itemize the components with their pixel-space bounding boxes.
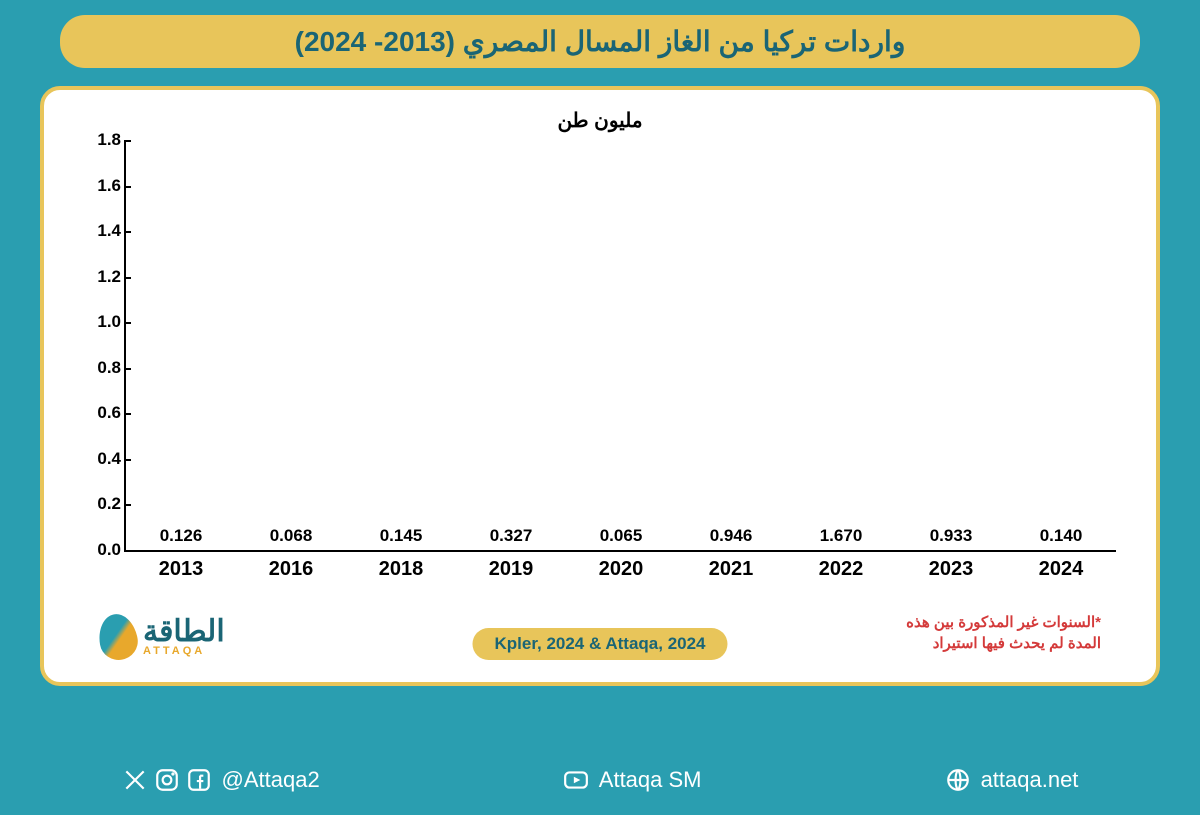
chart-footnote: *السنوات غير المذكورة بين هذه المدة لم ي… bbox=[871, 612, 1101, 654]
social-handle: @Attaqa2 bbox=[222, 767, 320, 793]
y-axis-unit: مليون طن bbox=[557, 108, 642, 133]
y-tick: 0.6 bbox=[71, 403, 121, 423]
y-tick: 1.8 bbox=[71, 130, 121, 150]
x-tick: 2019 bbox=[489, 558, 534, 581]
y-tick: 1.4 bbox=[71, 221, 121, 241]
bar-value-label: 0.126 bbox=[160, 526, 203, 546]
x-tick: 2024 bbox=[1039, 558, 1084, 581]
x-tick: 2023 bbox=[929, 558, 974, 581]
bar-value-label: 0.327 bbox=[490, 526, 533, 546]
chart-plot-area: 0.00.20.40.60.81.01.21.41.61.80.12620130… bbox=[124, 140, 1116, 552]
page-title: واردات تركيا من الغاز المسال المصري (201… bbox=[295, 26, 906, 57]
footer-youtube: Attaqa SM bbox=[563, 767, 702, 793]
y-tick: 1.6 bbox=[71, 176, 121, 196]
facebook-icon bbox=[186, 767, 212, 793]
y-tick: 0.8 bbox=[71, 358, 121, 378]
instagram-icon bbox=[154, 767, 180, 793]
y-tick: 1.0 bbox=[71, 312, 121, 332]
footer-website: attaqa.net bbox=[945, 767, 1079, 793]
y-tick: 0.0 bbox=[71, 540, 121, 560]
youtube-label: Attaqa SM bbox=[599, 767, 702, 793]
brand-logo: الطاقة ATTAQA bbox=[99, 614, 225, 660]
youtube-icon bbox=[563, 767, 589, 793]
footer-social: @Attaqa2 bbox=[122, 767, 320, 793]
bar-value-label: 0.946 bbox=[710, 526, 753, 546]
brand-name-ar: الطاقة bbox=[143, 618, 225, 645]
y-tick: 0.4 bbox=[71, 449, 121, 469]
x-twitter-icon bbox=[122, 767, 148, 793]
bar-value-label: 0.065 bbox=[600, 526, 643, 546]
bar-value-label: 0.145 bbox=[380, 526, 423, 546]
source-pill: Kpler, 2024 & Attaqa, 2024 bbox=[472, 628, 727, 660]
title-bar: واردات تركيا من الغاز المسال المصري (201… bbox=[60, 15, 1140, 68]
x-tick: 2022 bbox=[819, 558, 864, 581]
bar-value-label: 1.670 bbox=[820, 526, 863, 546]
globe-icon bbox=[945, 767, 971, 793]
bar-value-label: 0.068 bbox=[270, 526, 313, 546]
y-tick: 1.2 bbox=[71, 267, 121, 287]
x-tick: 2020 bbox=[599, 558, 644, 581]
website-label: attaqa.net bbox=[981, 767, 1079, 793]
x-tick: 2018 bbox=[379, 558, 424, 581]
bar-value-label: 0.933 bbox=[930, 526, 973, 546]
x-tick: 2013 bbox=[159, 558, 204, 581]
footer-bar: @Attaqa2 Attaqa SM attaqa.net bbox=[0, 745, 1200, 815]
chart-card: مليون طن 0.00.20.40.60.81.01.21.41.61.80… bbox=[40, 86, 1160, 686]
x-tick: 2016 bbox=[269, 558, 314, 581]
x-tick: 2021 bbox=[709, 558, 754, 581]
y-tick: 0.2 bbox=[71, 494, 121, 514]
flame-drop-icon bbox=[95, 611, 140, 663]
bar-value-label: 0.140 bbox=[1040, 526, 1083, 546]
